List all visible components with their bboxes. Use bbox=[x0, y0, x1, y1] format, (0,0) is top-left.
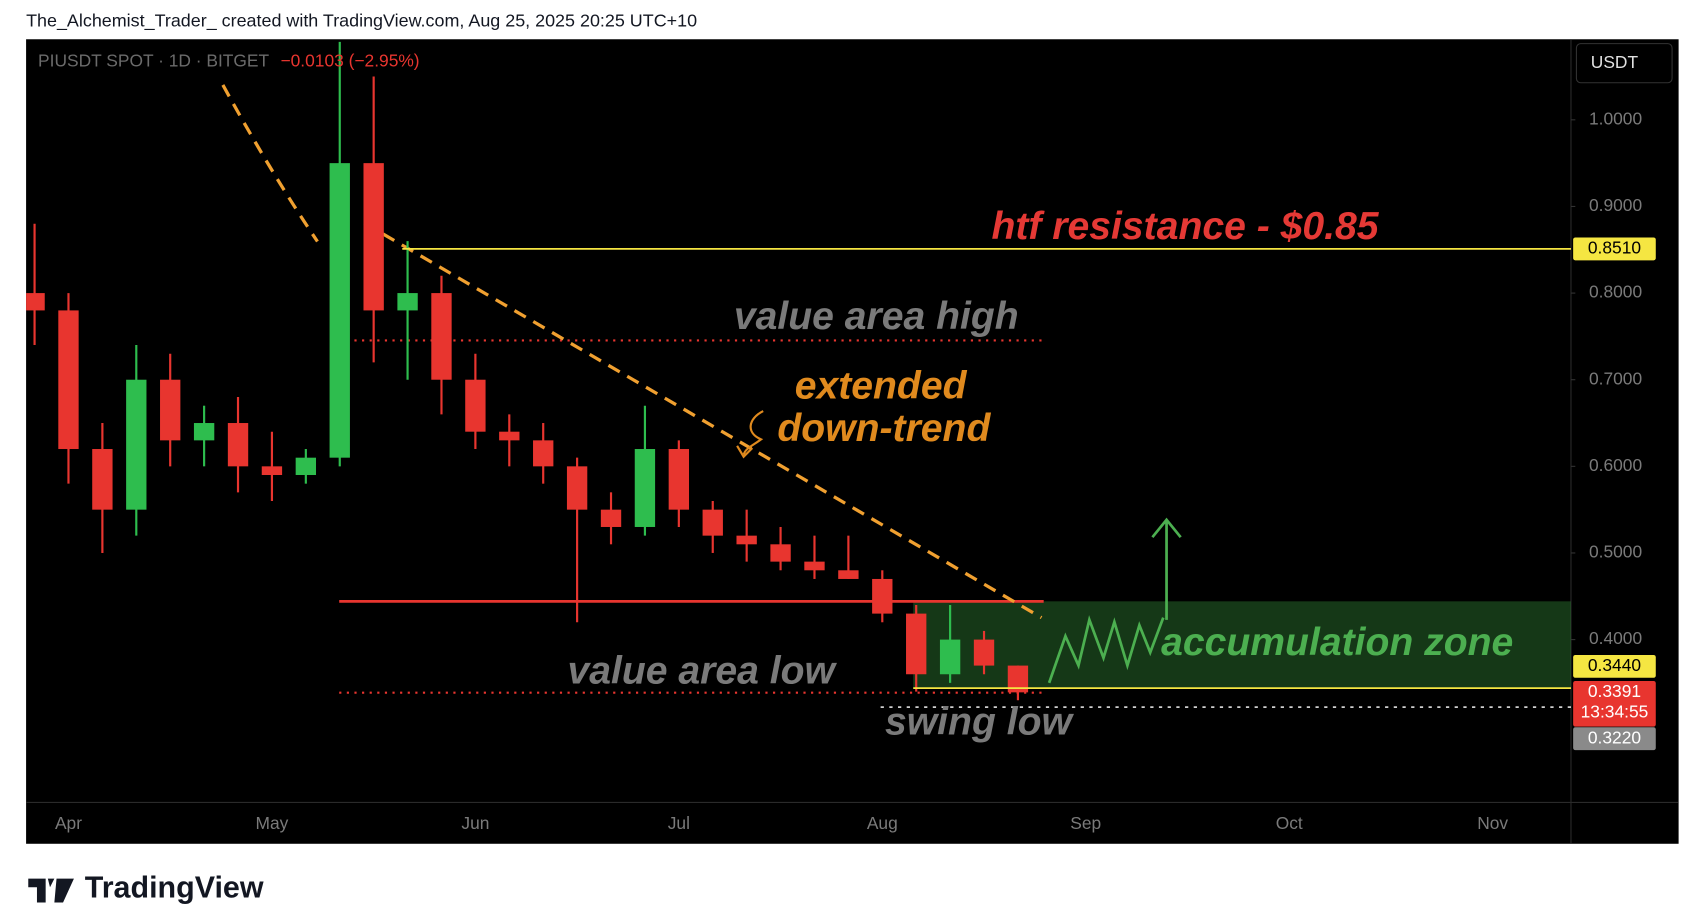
candle-body bbox=[770, 544, 791, 562]
trendline bbox=[221, 84, 1043, 620]
candle-body bbox=[634, 449, 656, 527]
candle-body bbox=[329, 163, 350, 458]
trend-arrow bbox=[736, 410, 764, 459]
price-tag-label: 0.3220 bbox=[1588, 727, 1641, 747]
logo-icon bbox=[28, 878, 74, 903]
candle-body bbox=[261, 466, 283, 476]
candle-body bbox=[906, 613, 927, 675]
annotation: down-trend bbox=[777, 407, 991, 450]
candle-body bbox=[160, 379, 181, 441]
candles bbox=[26, 41, 1029, 701]
candle-body bbox=[533, 440, 554, 467]
candle-body bbox=[702, 509, 723, 536]
price-tag-label: 0.3391 bbox=[1588, 681, 1641, 701]
price-tag-label: 0.3440 bbox=[1588, 655, 1641, 675]
candle-body bbox=[600, 509, 622, 527]
up-arrow bbox=[1151, 517, 1182, 620]
y-tick-label: 1.0000 bbox=[1589, 108, 1642, 128]
price-change: −0.0103 (−2.95%) bbox=[280, 51, 419, 71]
chart-panel bbox=[26, 39, 1679, 844]
price-tag bbox=[1573, 237, 1656, 261]
y-tick-label: 0.4000 bbox=[1589, 628, 1642, 648]
candle-body bbox=[295, 457, 317, 476]
candle-body bbox=[58, 310, 79, 450]
x-tick-label: Sep bbox=[1070, 813, 1101, 833]
price-tag-label: 0.8510 bbox=[1588, 237, 1641, 257]
candle-body bbox=[736, 535, 757, 545]
candle-body bbox=[92, 449, 113, 510]
currency-label[interactable]: USDT bbox=[1591, 52, 1639, 72]
candle-body bbox=[227, 423, 249, 467]
symbol: PIUSDT SPOT · 1D · BITGET bbox=[38, 51, 269, 71]
projection-squiggle bbox=[1047, 615, 1165, 684]
countdown: 13:34:55 bbox=[1581, 702, 1649, 722]
candle-body bbox=[126, 379, 147, 510]
brand: TradingView bbox=[85, 870, 264, 904]
candle-body bbox=[838, 570, 859, 579]
annotation: accumulation zone bbox=[1161, 621, 1513, 664]
candle-body bbox=[804, 561, 825, 571]
x-tick-label: Jun bbox=[461, 813, 489, 833]
annotation: extended bbox=[795, 365, 968, 408]
x-tick-label: Apr bbox=[55, 813, 82, 833]
candle-body bbox=[872, 578, 893, 614]
candle-body bbox=[939, 639, 961, 675]
candle-body bbox=[973, 639, 995, 666]
y-tick-label: 0.6000 bbox=[1589, 455, 1642, 475]
candle-body bbox=[499, 431, 520, 441]
y-tick-label: 0.9000 bbox=[1589, 195, 1642, 215]
candle-body bbox=[1007, 665, 1029, 693]
annotation: value area high bbox=[734, 295, 1019, 338]
currency-button[interactable] bbox=[1575, 43, 1673, 84]
y-tick-label: 0.8000 bbox=[1589, 282, 1642, 302]
candle-body bbox=[668, 449, 690, 510]
logo: TradingView bbox=[28, 870, 264, 904]
header: The_Alchemist_Trader_ created with Tradi… bbox=[26, 11, 697, 32]
candle-body bbox=[193, 423, 215, 441]
candle-body bbox=[566, 466, 588, 510]
annotation: value area low bbox=[567, 649, 837, 692]
annotation: swing low bbox=[885, 701, 1075, 744]
x-tick-label: Jul bbox=[668, 813, 690, 833]
x-tick-label: Oct bbox=[1276, 813, 1303, 833]
annotation: htf resistance - $0.85 bbox=[991, 205, 1379, 248]
price-tag bbox=[1573, 680, 1656, 727]
x-tick-label: May bbox=[256, 813, 289, 833]
candle-body bbox=[431, 293, 452, 380]
x-tick-label: Aug bbox=[867, 813, 898, 833]
candle-body bbox=[26, 293, 45, 311]
price-tag bbox=[1573, 654, 1656, 678]
price-tag bbox=[1573, 727, 1656, 751]
x-tick-label: Nov bbox=[1477, 813, 1508, 833]
candle-body bbox=[397, 293, 418, 311]
y-tick-label: 0.7000 bbox=[1589, 368, 1642, 388]
y-tick-label: 0.5000 bbox=[1589, 542, 1642, 562]
candle-body bbox=[465, 379, 486, 432]
candle-body bbox=[363, 163, 384, 311]
